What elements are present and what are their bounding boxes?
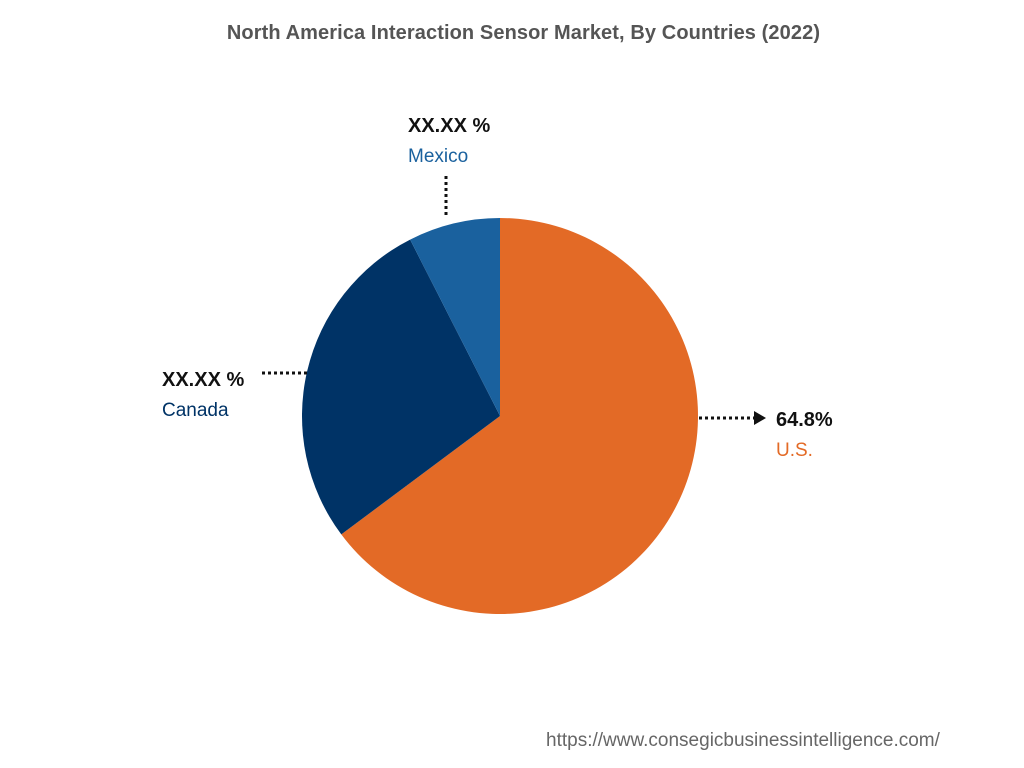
pie-slice-canada[interactable] xyxy=(301,239,500,535)
data-label-canada-value: XX.XX % xyxy=(162,369,245,391)
chart-title: North America Interaction Sensor Market,… xyxy=(226,22,821,44)
data-label-canada-name: Canada xyxy=(162,400,229,421)
data-label-us-value: 64.8% xyxy=(776,409,833,431)
pie-slice-mexico[interactable] xyxy=(410,218,500,416)
data-label-mexico: XX.XX % Mexico xyxy=(408,114,490,169)
data-label-mexico-value: XX.XX % xyxy=(408,115,491,137)
arrow-head-icon xyxy=(754,411,766,425)
data-label-us-name: U.S. xyxy=(776,440,813,461)
data-label-mexico-name: Mexico xyxy=(408,146,469,167)
source-url[interactable]: https://www.consegicbusinessintelligence… xyxy=(546,730,940,751)
data-label-canada: XX.XX % Canada xyxy=(162,368,244,423)
pie-slice-us[interactable] xyxy=(341,218,698,614)
data-label-us: 64.8% U.S. xyxy=(776,408,833,463)
